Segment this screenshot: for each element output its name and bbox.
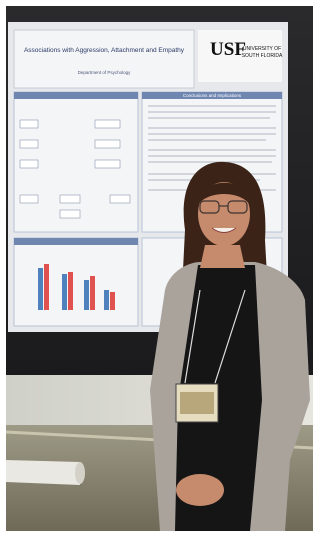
title-box [14,30,194,88]
panel-header [14,92,138,99]
logo-name: USF [210,39,246,60]
photo: Associations with Aggression, Attachment… [0,0,319,537]
poster-department: Department of Psychology [78,70,132,75]
logo-line: UNIVERSITY OF [243,46,281,52]
paper-roll-end [75,462,85,484]
paper-roll [6,460,80,485]
page: Associations with Aggression, Attachment… [0,0,319,537]
panel [14,238,138,326]
poster-title: Associations with Aggression, Attachment… [24,47,185,54]
panel-header [14,238,138,245]
logo-line: SOUTH FLORIDA [242,53,283,59]
section-heading: Conclusions and Implications [183,93,242,98]
